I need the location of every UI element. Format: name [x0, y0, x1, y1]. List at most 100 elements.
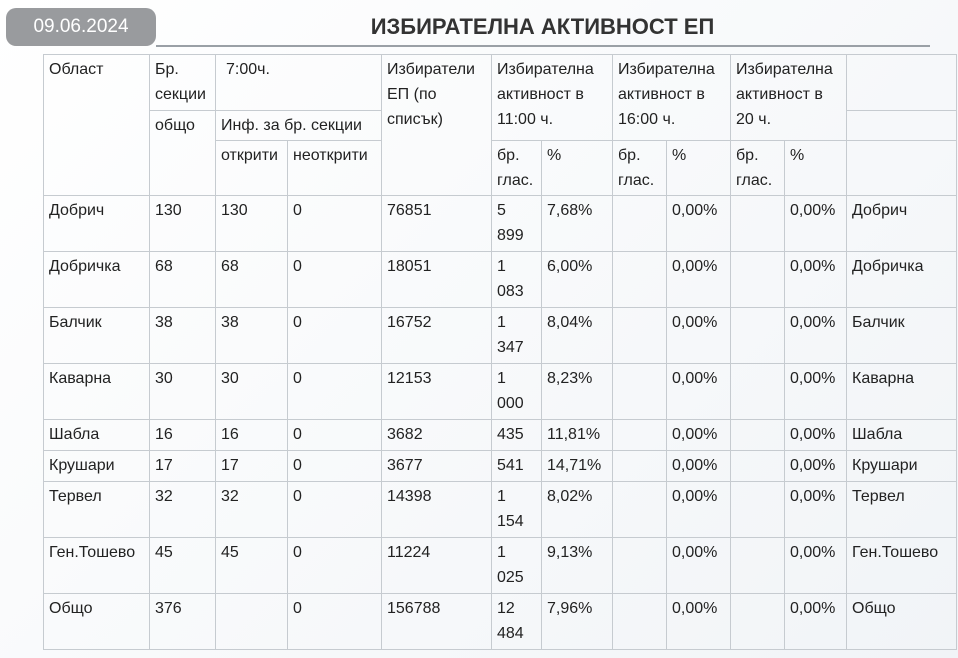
- cell-sections: 38: [149, 307, 216, 364]
- header-blank: [846, 140, 957, 196]
- cell-pct-16: 0,00%: [666, 481, 731, 538]
- table-row: Добричка 68 68 0 18051 1 083 6,00% 0,00% 0,00% До…: [43, 251, 957, 308]
- cell-voters: 18051: [381, 251, 492, 308]
- cell-open: 68: [215, 251, 288, 308]
- cell-open: 16: [215, 419, 288, 451]
- cell-votes-20: [730, 450, 785, 482]
- cell-closed: 0: [287, 593, 382, 650]
- cell-voters: 11224: [381, 537, 492, 594]
- cell-votes-20: [730, 251, 785, 308]
- cell-votes-16: [612, 195, 667, 252]
- cell-pct-11: 8,04%: [541, 307, 613, 364]
- header-pct-16: %: [666, 140, 731, 196]
- cell-pct-11: 8,02%: [541, 481, 613, 538]
- cell-votes-20: [730, 307, 785, 364]
- cell-votes-11: 1 154: [491, 481, 542, 538]
- header-obshto: общо: [149, 110, 216, 196]
- cell-pct-16: 0,00%: [666, 450, 731, 482]
- header-pct-11: %: [541, 140, 613, 196]
- cell-votes-20: [730, 419, 785, 451]
- cell-open: 32: [215, 481, 288, 538]
- cell-votes-11: 1 000: [491, 363, 542, 420]
- cell-oblast-repeat: Тервел: [846, 481, 957, 538]
- cell-oblast-repeat: Общо: [846, 593, 957, 650]
- cell-sections: 17: [149, 450, 216, 482]
- cell-closed: 0: [287, 481, 382, 538]
- header-akt-20: Избирателна активност в 20 ч.: [730, 54, 847, 141]
- title-divider: [156, 45, 930, 47]
- cell-closed: 0: [287, 419, 382, 451]
- cell-pct-20: 0,00%: [784, 251, 847, 308]
- cell-pct-11: 11,81%: [541, 419, 613, 451]
- cell-pct-20: 0,00%: [784, 537, 847, 594]
- cell-votes-11: 1 025: [491, 537, 542, 594]
- cell-pct-16: 0,00%: [666, 419, 731, 451]
- cell-open: 30: [215, 363, 288, 420]
- cell-closed: 0: [287, 450, 382, 482]
- header-inf-sekcii: Инф. за бр. секции: [215, 110, 382, 141]
- cell-votes-16: [612, 537, 667, 594]
- cell-oblast: Балчик: [43, 307, 150, 364]
- cell-closed: 0: [287, 537, 382, 594]
- header-br-glas-20: бр. глас.: [730, 140, 785, 196]
- cell-oblast: Общо: [43, 593, 150, 650]
- cell-votes-16: [612, 307, 667, 364]
- cell-pct-11: 6,00%: [541, 251, 613, 308]
- cell-votes-16: [612, 593, 667, 650]
- cell-votes-16: [612, 251, 667, 308]
- cell-oblast: Шабла: [43, 419, 150, 451]
- cell-sections: 16: [149, 419, 216, 451]
- date-badge: 09.06.2024: [6, 8, 156, 46]
- header-blank: [846, 54, 957, 111]
- cell-pct-11: 7,68%: [541, 195, 613, 252]
- cell-oblast: Каварна: [43, 363, 150, 420]
- table-row: Тервел 32 32 0 14398 1 154 8,02% 0,00% 0,00% Терв…: [43, 481, 957, 538]
- cell-pct-11: 14,71%: [541, 450, 613, 482]
- table-row: Общо 376 0 156788 12 484 7,96% 0,00% 0,00% Общо: [43, 593, 957, 650]
- cell-oblast-repeat: Добричка: [846, 251, 957, 308]
- cell-pct-20: 0,00%: [784, 593, 847, 650]
- cell-votes-11: 1 347: [491, 307, 542, 364]
- cell-pct-16: 0,00%: [666, 307, 731, 364]
- cell-pct-11: 9,13%: [541, 537, 613, 594]
- cell-votes-20: [730, 363, 785, 420]
- cell-sections: 376: [149, 593, 216, 650]
- header-akt-11: Избирателна активност в 11:00 ч.: [491, 54, 613, 141]
- cell-pct-20: 0,00%: [784, 195, 847, 252]
- table-row: Каварна 30 30 0 12153 1 000 8,23% 0,00% 0,00% Кав…: [43, 363, 957, 420]
- cell-votes-11: 12 484: [491, 593, 542, 650]
- cell-votes-11: 541: [491, 450, 542, 482]
- cell-votes-20: [730, 481, 785, 538]
- cell-voters: 76851: [381, 195, 492, 252]
- cell-open: [215, 593, 288, 650]
- cell-oblast: Крушари: [43, 450, 150, 482]
- header-blank: [846, 110, 957, 141]
- cell-voters: 14398: [381, 481, 492, 538]
- cell-pct-16: 0,00%: [666, 195, 731, 252]
- cell-pct-16: 0,00%: [666, 363, 731, 420]
- header-otkriti: открити: [215, 140, 288, 196]
- turnout-table: Област Бр. секции 7:00ч. Избиратели ЕП (…: [43, 54, 957, 650]
- table-row: Шабла 16 16 0 3682 435 11,81% 0,00% 0,00% Шабла: [43, 419, 957, 451]
- cell-open: 45: [215, 537, 288, 594]
- cell-voters: 3682: [381, 419, 492, 451]
- cell-voters: 156788: [381, 593, 492, 650]
- cell-pct-20: 0,00%: [784, 419, 847, 451]
- header-br-glas-11: бр. глас.: [491, 140, 542, 196]
- cell-open: 38: [215, 307, 288, 364]
- cell-votes-20: [730, 593, 785, 650]
- cell-oblast-repeat: Шабла: [846, 419, 957, 451]
- cell-closed: 0: [287, 363, 382, 420]
- cell-oblast-repeat: Ген.Тошево: [846, 537, 957, 594]
- cell-pct-11: 7,96%: [541, 593, 613, 650]
- header-akt-16: Избирателна активност в 16:00 ч.: [612, 54, 731, 141]
- cell-votes-16: [612, 419, 667, 451]
- cell-pct-16: 0,00%: [666, 593, 731, 650]
- cell-pct-16: 0,00%: [666, 537, 731, 594]
- header-oblast: Област: [43, 54, 150, 196]
- cell-sections: 45: [149, 537, 216, 594]
- cell-oblast: Тервел: [43, 481, 150, 538]
- cell-votes-16: [612, 363, 667, 420]
- cell-pct-20: 0,00%: [784, 363, 847, 420]
- cell-votes-11: 435: [491, 419, 542, 451]
